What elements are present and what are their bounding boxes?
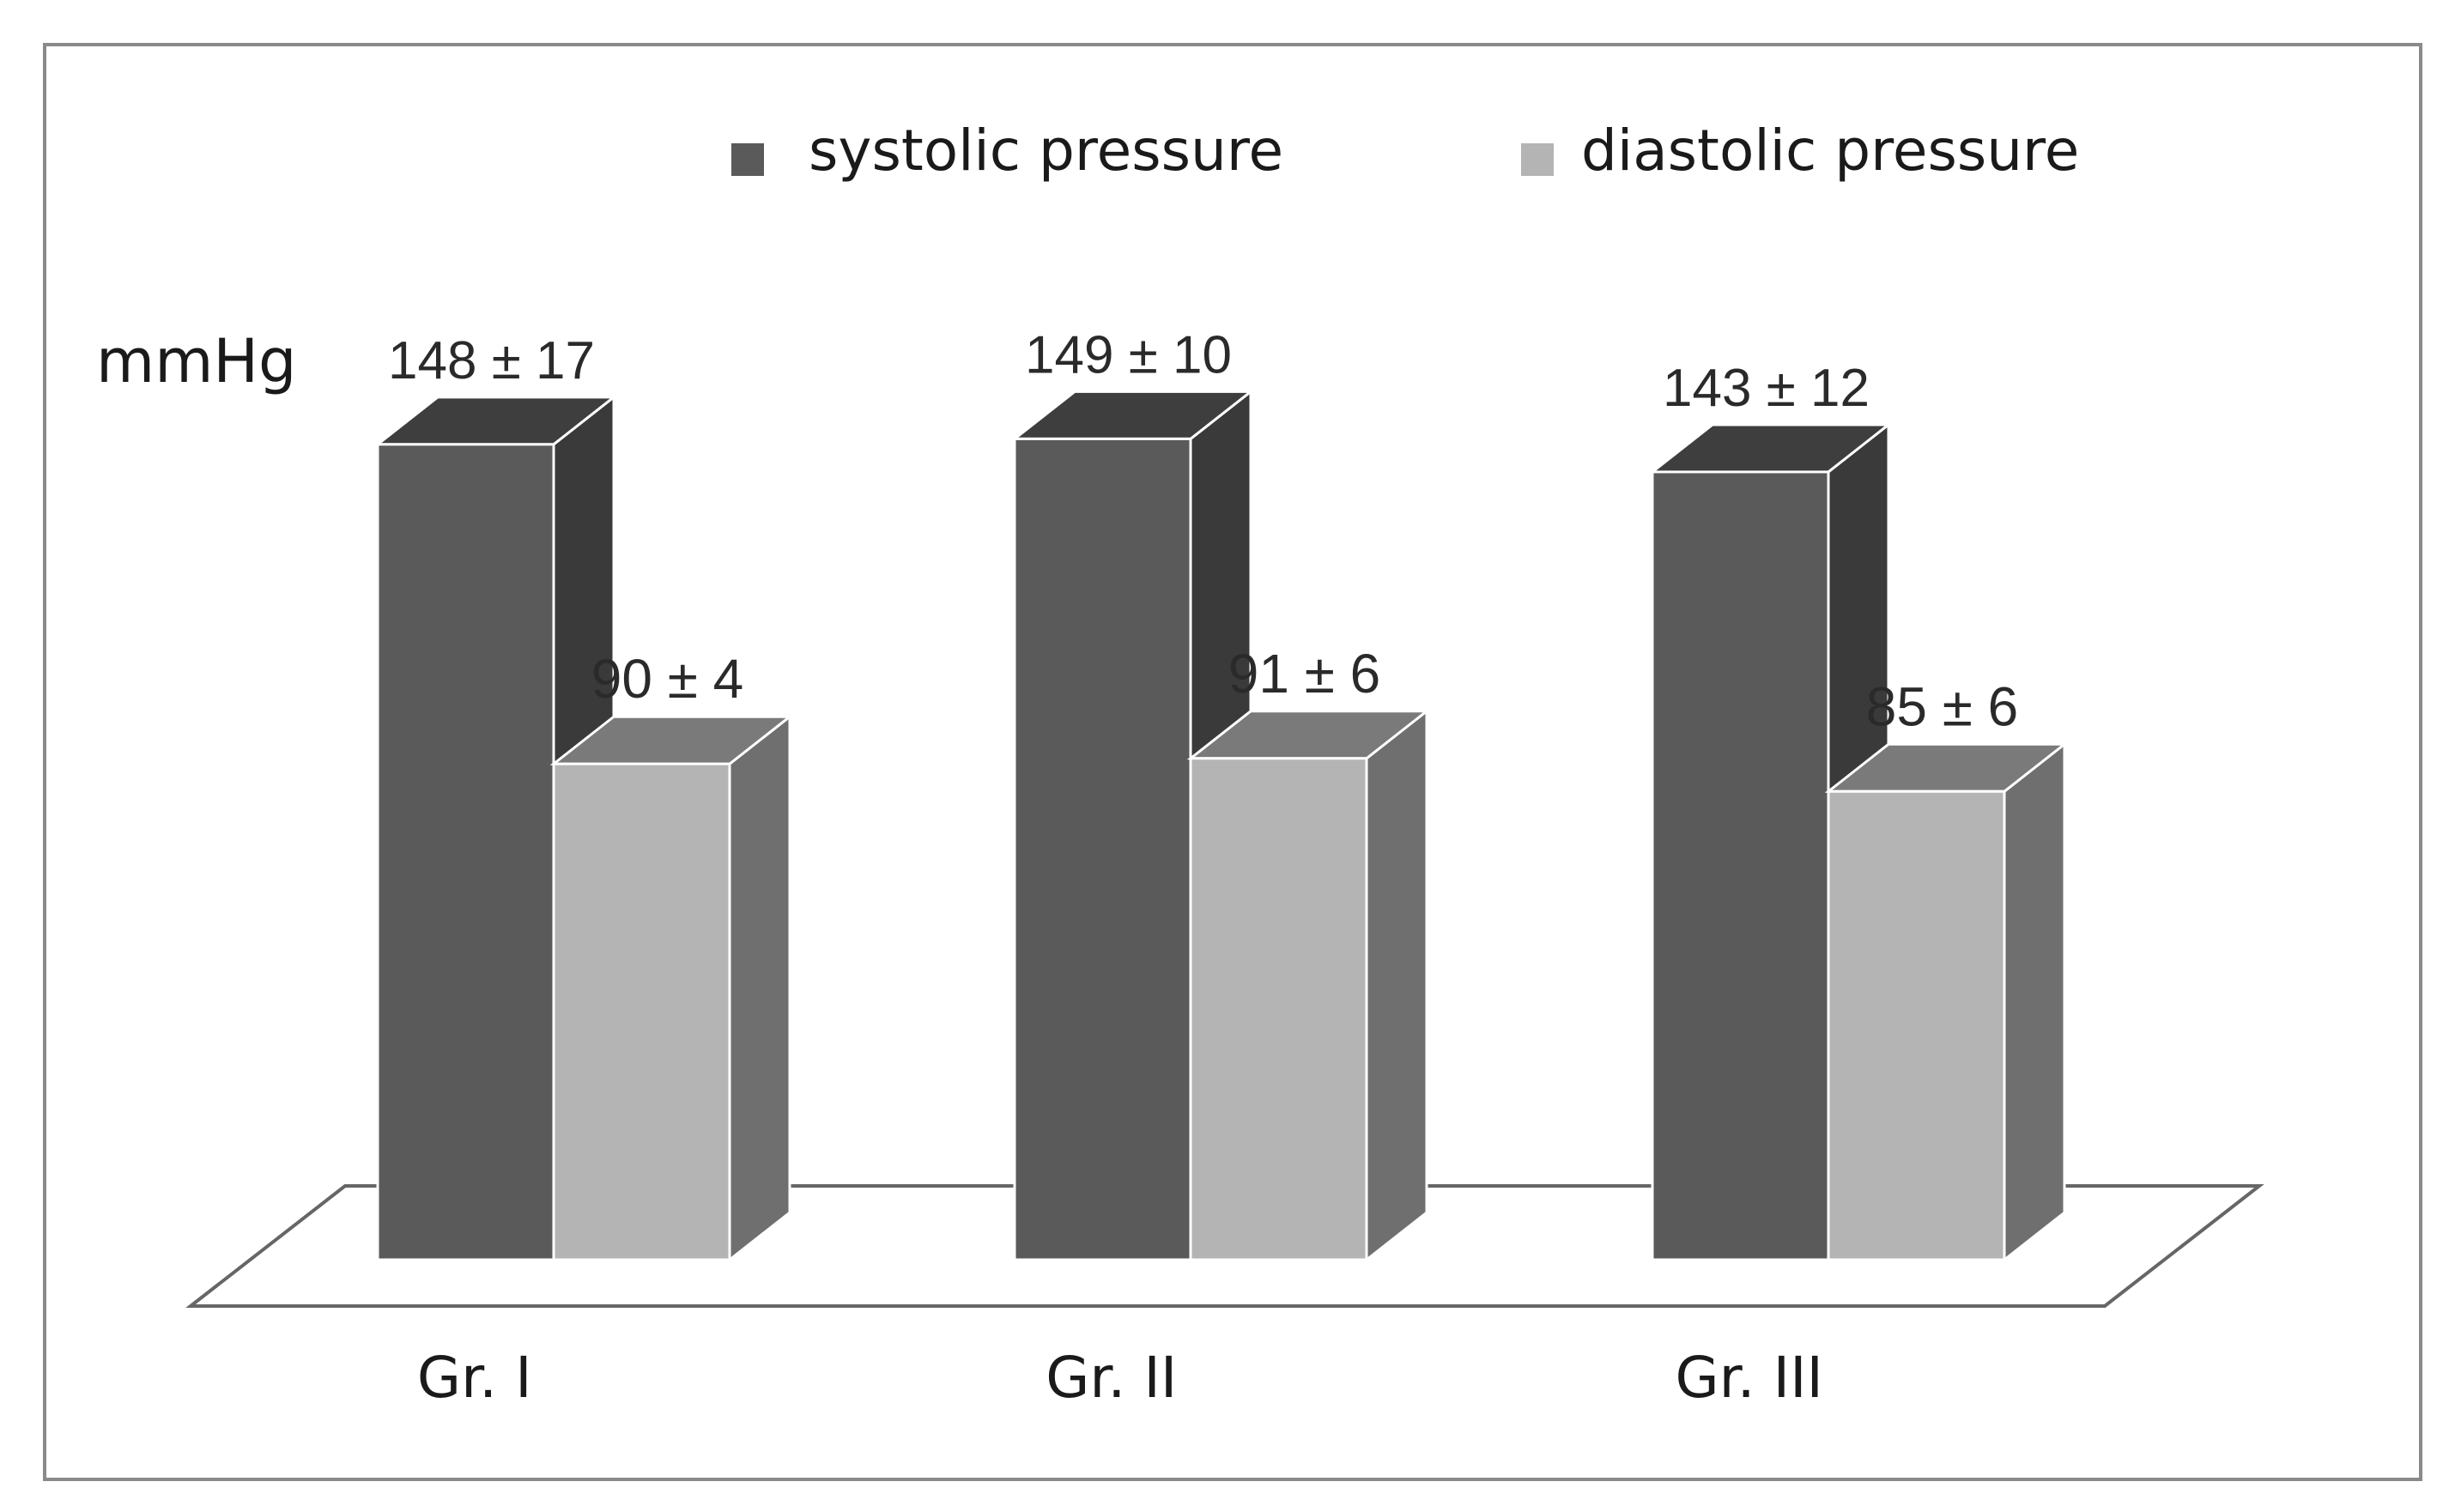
value-label-diastolic-0: 90 ± 4 bbox=[591, 648, 743, 710]
legend-label-systolic: systolic pressure bbox=[809, 118, 1283, 184]
bar-systolic-2 bbox=[1651, 470, 1830, 1261]
value-label-systolic-1: 149 ± 10 bbox=[1025, 325, 1232, 384]
category-label-0: Gr. I bbox=[417, 1345, 532, 1411]
bar-side-diastolic-2 bbox=[2003, 741, 2066, 1263]
labels-layer: 148 ± 17 90 ± 4 Gr. I 149 ± 10 91 ± 6 Gr. II 1… bbox=[388, 325, 2018, 1411]
category-label-2: Gr. III bbox=[1675, 1345, 1823, 1411]
y-axis-label: mmHg bbox=[96, 326, 296, 396]
legend-swatch-diastolic bbox=[1521, 143, 1554, 176]
bar-diastolic-1 bbox=[1189, 757, 1368, 1261]
bar-systolic-1 bbox=[1013, 437, 1192, 1261]
legend: systolic pressure diastolic pressure bbox=[731, 118, 2079, 184]
bar-side-diastolic-0 bbox=[728, 714, 791, 1263]
bars-layer bbox=[373, 389, 2069, 1263]
value-label-diastolic-2: 85 ± 6 bbox=[1866, 675, 2018, 737]
bar-side-diastolic-1 bbox=[1365, 708, 1428, 1263]
value-label-systolic-2: 143 ± 12 bbox=[1663, 359, 1870, 418]
value-label-systolic-0: 148 ± 17 bbox=[388, 331, 595, 390]
bar-systolic-0 bbox=[376, 443, 555, 1261]
category-label-1: Gr. II bbox=[1046, 1345, 1177, 1411]
bar-diastolic-2 bbox=[1827, 789, 2006, 1261]
legend-swatch-systolic bbox=[731, 143, 764, 176]
legend-label-diastolic: diastolic pressure bbox=[1581, 118, 2079, 184]
value-label-diastolic-1: 91 ± 6 bbox=[1228, 643, 1380, 705]
bar-diastolic-0 bbox=[552, 762, 731, 1261]
